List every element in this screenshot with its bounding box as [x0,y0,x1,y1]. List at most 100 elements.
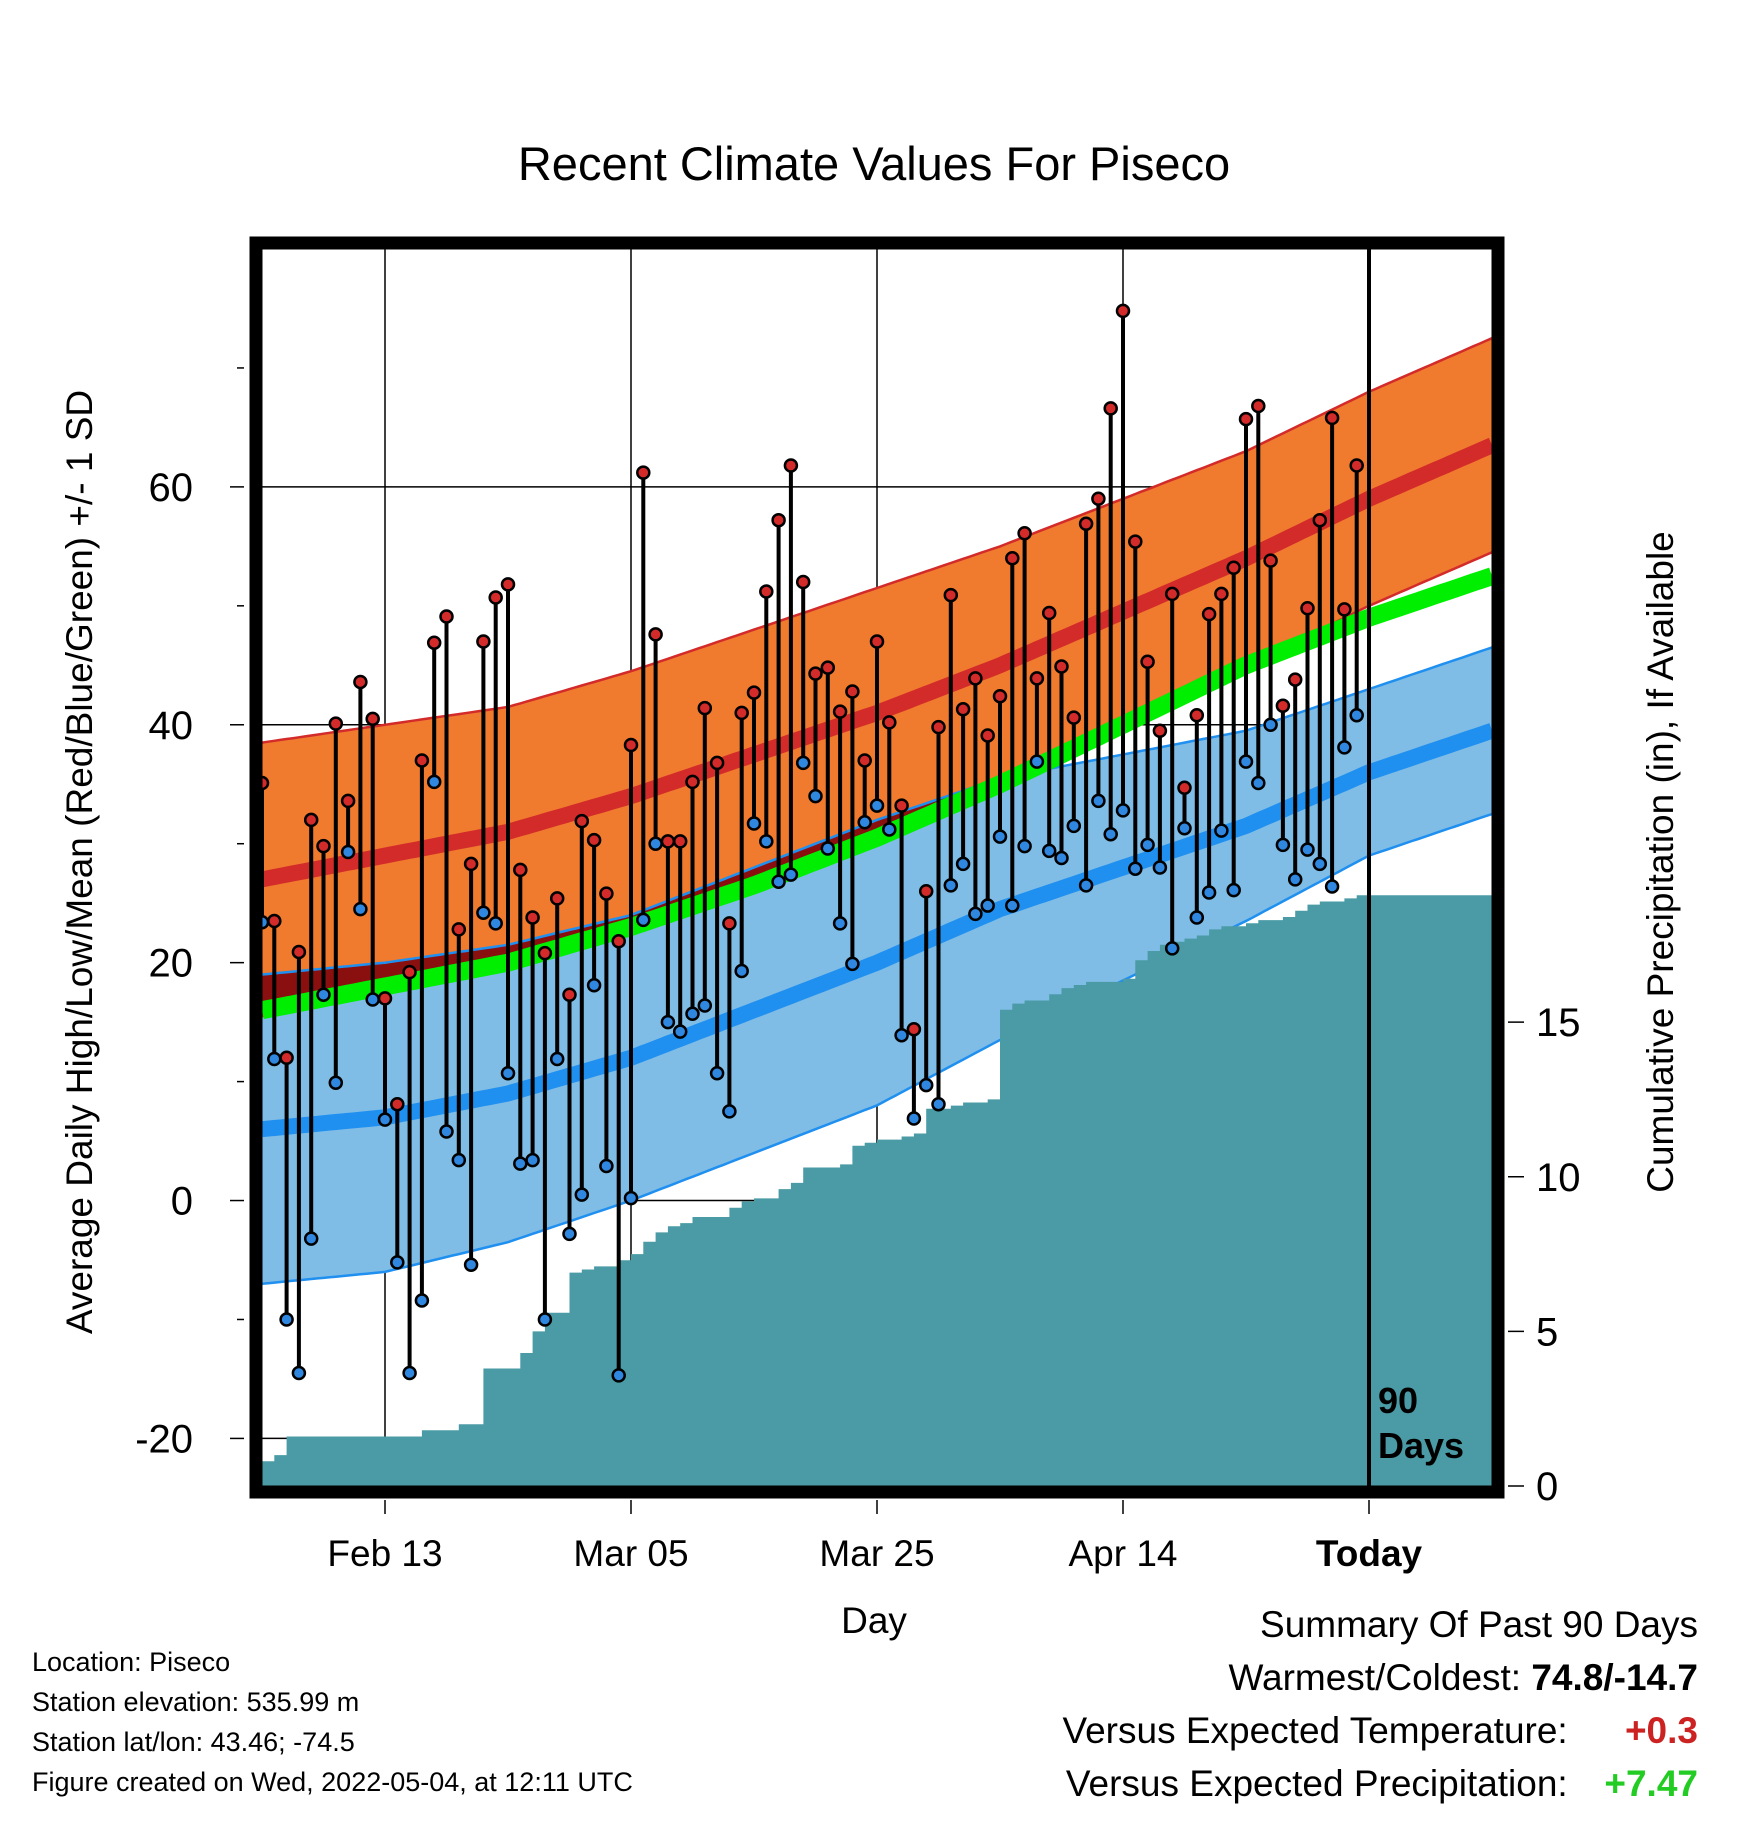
daily-high-point [808,666,823,681]
mean-normal-line [262,567,1492,1020]
daily-low-point [537,1312,553,1327]
daily-high-point [746,685,762,700]
daily-low-point [1054,850,1069,866]
daily-high-point [697,700,713,716]
daily-low-point [451,1152,467,1168]
x-axis-label: Day [841,1600,907,1641]
daily-low-point [918,1077,934,1093]
daily-high-point [1214,586,1229,602]
y-right-tick-label: 10 [1536,1156,1581,1200]
daily-low-point [1152,860,1168,875]
y-axis-label-right: Cumulative Precipitation (in), If Availa… [1640,531,1681,1193]
latlon-text: Station lat/lon: 43.46; -74.5 [32,1727,355,1757]
daily-high-point [1324,410,1340,426]
daily-high-point [1251,398,1266,414]
daily-low-point [1128,861,1143,876]
daily-high-point [734,705,749,721]
daily-high-point [759,584,774,599]
daily-high-point [623,737,639,753]
daily-low-point [1115,803,1131,818]
daily-low-point [869,798,885,813]
daily-high-point [882,715,897,730]
daily-high-point [845,684,860,699]
daily-high-point [636,465,651,480]
daily-high-point [426,635,442,650]
daily-low-point [808,788,823,804]
y-axis-label-left: Average Daily High/Low/Mean (Red/Blue/Gr… [59,390,100,1334]
daily-low-point [463,1257,479,1273]
daily-high-point [303,812,319,828]
daily-low-point [1017,838,1032,854]
daily-high-point [451,922,467,937]
x-tick-label: Today [1316,1533,1423,1574]
daily-low-point [1103,826,1118,842]
daily-low-point [500,1066,516,1081]
daily-high-point [1238,411,1254,427]
plot-frame [249,236,1505,1499]
daily-high-point [390,1096,405,1112]
daily-low-point [623,1190,639,1206]
daily-high-point [1066,710,1082,725]
daily-high-point [1115,303,1131,319]
daily-low-point [525,1152,540,1168]
daily-high-point [1164,586,1180,602]
daily-low-point [1238,754,1254,769]
daily-high-point [1078,516,1094,532]
daily-low-point [476,905,491,920]
daily-low-point [267,1051,282,1067]
daily-low-point [746,816,762,831]
daily-high-point [648,627,663,642]
daily-high-point [1300,600,1315,616]
daily-low-point [353,901,368,917]
daily-low-point [291,1365,307,1381]
daily-low-point [1091,793,1106,809]
precip-vs-expected-label: Versus Expected Precipitation: [1065,1763,1568,1804]
daily-low-point [365,992,380,1007]
daily-high-point [1177,780,1192,796]
daily-high-point [439,609,454,624]
x-tick-label: Mar 05 [573,1533,688,1574]
daily-high-point [500,577,516,592]
daily-low-point [795,755,811,771]
daily-low-point [783,867,799,882]
daily-low-point [1214,823,1229,838]
daily-high-point [316,838,331,854]
daily-low-point [426,774,442,790]
daily-high-point [1226,560,1241,576]
daily-low-point [1164,941,1180,956]
daily-high-point [992,688,1008,704]
daily-low-point [709,1066,725,1081]
daily-high-point [1054,659,1069,674]
daily-low-point [562,1226,577,1242]
daily-high-point [1017,526,1032,541]
daily-high-point [857,753,872,768]
daily-low-point [402,1365,417,1381]
warmest-coldest-label: Warmest/Coldest: [1228,1657,1522,1698]
daily-high-point [549,891,565,906]
daily-high-point [365,711,380,727]
daily-low-point [303,1231,319,1246]
daily-high-point [488,590,503,605]
precip-vs-expected-value: +7.47 [1604,1763,1698,1804]
daily-high-point [1287,672,1303,687]
daily-low-point [574,1187,590,1202]
temp-vs-expected-value: +0.3 [1624,1710,1698,1751]
daily-low-point [759,834,774,849]
daily-low-point [685,1006,700,1022]
daily-low-point [1263,717,1278,733]
y-left-tick-label: 0 [171,1180,193,1224]
y-right-tick-label: 15 [1536,1001,1581,1045]
daily-low-point [1275,837,1291,853]
station-info: Location: Piseco Station elevation: 535.… [32,1642,633,1802]
daily-high-point [1337,602,1352,617]
daily-low-point [820,841,836,856]
daily-low-point [1041,843,1057,859]
daily-low-point [1140,837,1155,853]
daily-high-point [262,775,270,791]
daily-high-point [1189,708,1205,723]
summary-title: Summary Of Past 90 Days [1260,1604,1698,1645]
daily-high-point [1091,491,1106,507]
high-plus-sd-line [262,337,1492,744]
daily-high-point [586,832,602,848]
